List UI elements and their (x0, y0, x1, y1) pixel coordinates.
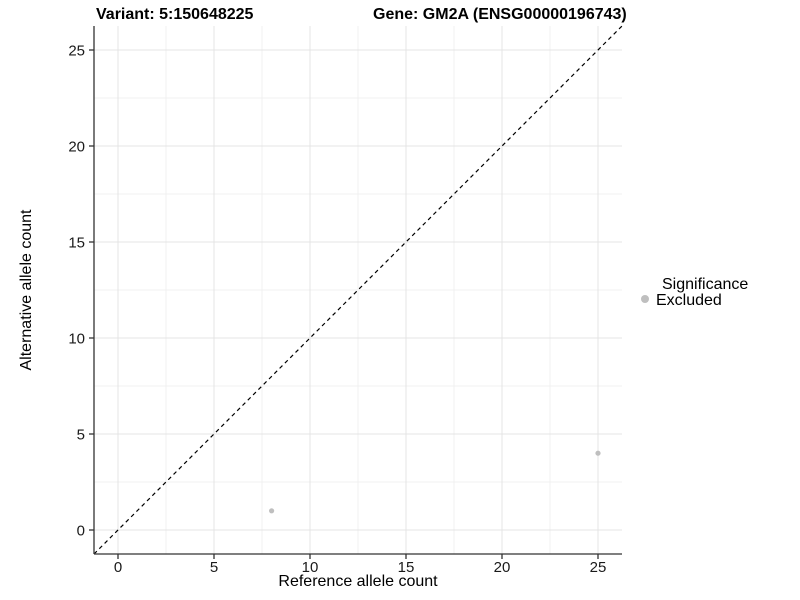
y-tick-label: 0 (77, 522, 85, 539)
x-tick-label: 25 (590, 559, 607, 576)
legend-item-excluded: Excluded (656, 292, 722, 309)
y-axis-title: Alternative allele count (18, 209, 35, 371)
y-tick-label: 5 (77, 426, 85, 443)
y-tick-label: 20 (68, 138, 85, 155)
data-point (595, 450, 601, 456)
x-tick-label: 10 (302, 559, 319, 576)
y-tick-label: 15 (68, 234, 85, 251)
x-tick-label: 5 (210, 559, 218, 576)
data-point (269, 508, 275, 514)
x-tick-label: 15 (398, 559, 415, 576)
plot-title-gene: Gene: GM2A (ENSG00000196743) (373, 6, 627, 23)
plot-title-variant: Variant: 5:150648225 (96, 6, 254, 23)
x-axis-title: Reference allele count (278, 573, 438, 590)
legend-key-dot (641, 295, 649, 303)
y-tick-label: 25 (68, 42, 85, 59)
legend-title: Significance (662, 276, 749, 293)
y-tick-label: 10 (68, 330, 85, 347)
x-tick-label: 20 (494, 559, 511, 576)
x-tick-label: 0 (114, 559, 122, 576)
